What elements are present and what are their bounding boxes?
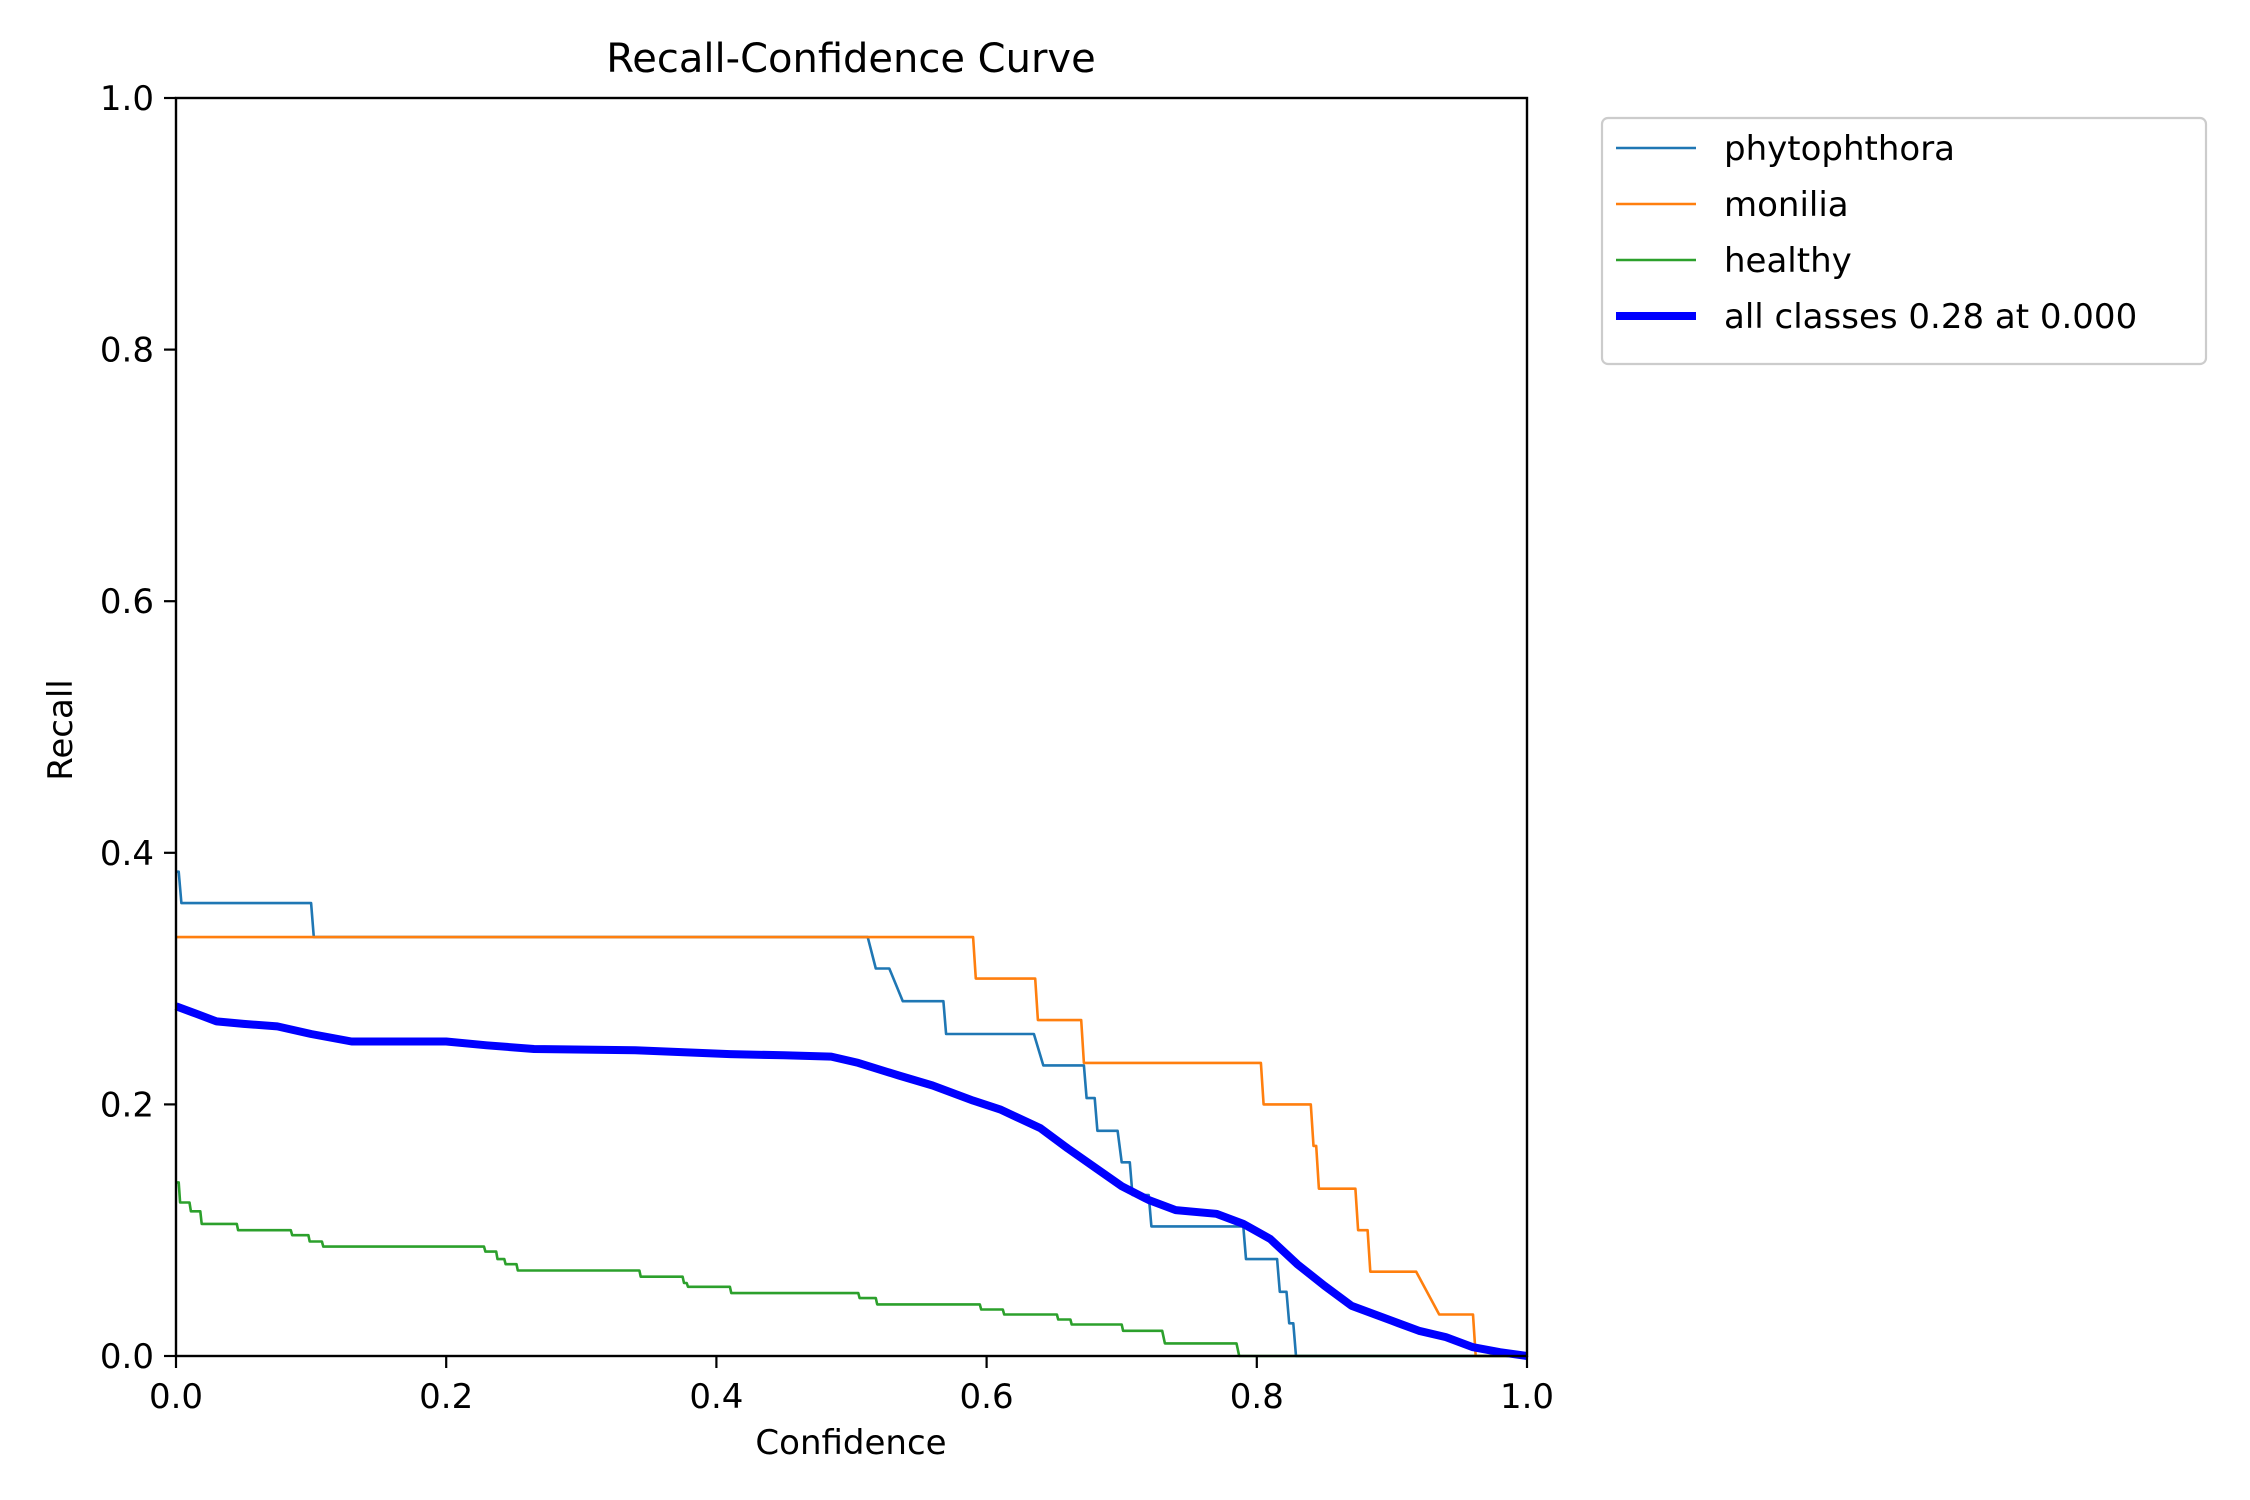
y-tick-label: 0.4	[100, 834, 154, 874]
y-tick-label: 0.2	[100, 1085, 154, 1125]
series-line-3	[174, 1002, 1528, 1360]
y-axis-label: Recall	[41, 679, 81, 780]
legend: phytophthora monilia healthy all classes 0.…	[1600, 116, 2208, 366]
x-tick-label: 0.8	[1230, 1377, 1284, 1417]
axes-frame	[174, 96, 1529, 1358]
x-axis-label: Confidence	[755, 1423, 946, 1463]
series-line-1	[176, 935, 1527, 1358]
plot-area: 0.0 0.2 0.4 0.6 0.8 1.0 0.0 0.2 0.4 0.6 0.8 1.0	[100, 79, 1554, 1417]
y-tick-label: 1.0	[100, 79, 154, 119]
x-tick-label: 0.2	[419, 1377, 473, 1417]
x-tick-label: 1.0	[1500, 1377, 1554, 1417]
legend-label-3: all classes 0.28 at 0.000	[1724, 297, 2137, 337]
y-tick-label: 0.6	[100, 582, 154, 622]
x-tick-label: 0.0	[149, 1377, 203, 1417]
legend-label-0: phytophthora	[1724, 129, 1955, 169]
x-tick-label: 0.6	[960, 1377, 1014, 1417]
legend-label-2: healthy	[1724, 241, 1852, 281]
legend-label-1: monilia	[1724, 185, 1849, 225]
chart-title: Recall-Confidence Curve	[606, 36, 1095, 82]
y-tick-label: 0.8	[100, 331, 154, 371]
y-tick-label: 0.0	[100, 1337, 154, 1377]
series-line-2	[176, 1181, 1527, 1358]
series-line-0	[176, 870, 1527, 1358]
x-tick-label: 0.4	[689, 1377, 743, 1417]
legend-box	[1600, 116, 2208, 366]
